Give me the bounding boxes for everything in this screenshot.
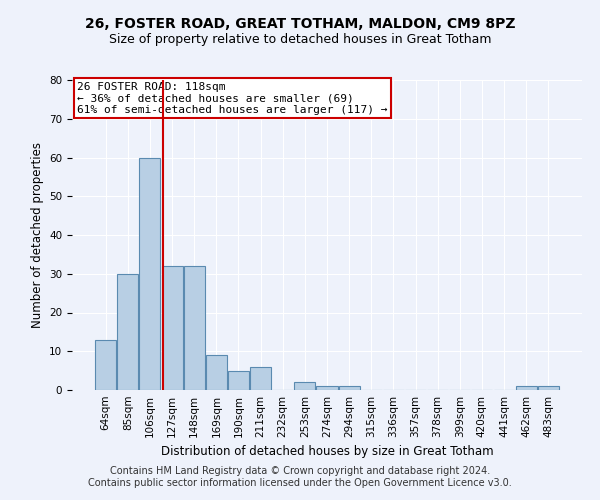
Bar (139, 158, 160, 390)
Bar (538, 386, 559, 390)
Bar (161, 266, 182, 390)
Bar (515, 386, 536, 390)
X-axis label: Distribution of detached houses by size in Great Totham: Distribution of detached houses by size … (161, 446, 493, 458)
Bar (184, 266, 205, 390)
Y-axis label: Number of detached properties: Number of detached properties (31, 142, 44, 328)
Bar (338, 386, 359, 390)
Text: 26 FOSTER ROAD: 118sqm
← 36% of detached houses are smaller (69)
61% of semi-det: 26 FOSTER ROAD: 118sqm ← 36% of detached… (77, 82, 388, 115)
Bar (316, 386, 338, 390)
Bar (295, 382, 316, 390)
Bar (206, 355, 227, 390)
Text: 26, FOSTER ROAD, GREAT TOTHAM, MALDON, CM9 8PZ: 26, FOSTER ROAD, GREAT TOTHAM, MALDON, C… (85, 18, 515, 32)
Text: Contains HM Land Registry data © Crown copyright and database right 2024.
Contai: Contains HM Land Registry data © Crown c… (88, 466, 512, 487)
Bar (95, 340, 116, 390)
Text: Size of property relative to detached houses in Great Totham: Size of property relative to detached ho… (109, 32, 491, 46)
Bar (228, 370, 249, 390)
Bar (250, 367, 271, 390)
Bar (118, 274, 139, 390)
